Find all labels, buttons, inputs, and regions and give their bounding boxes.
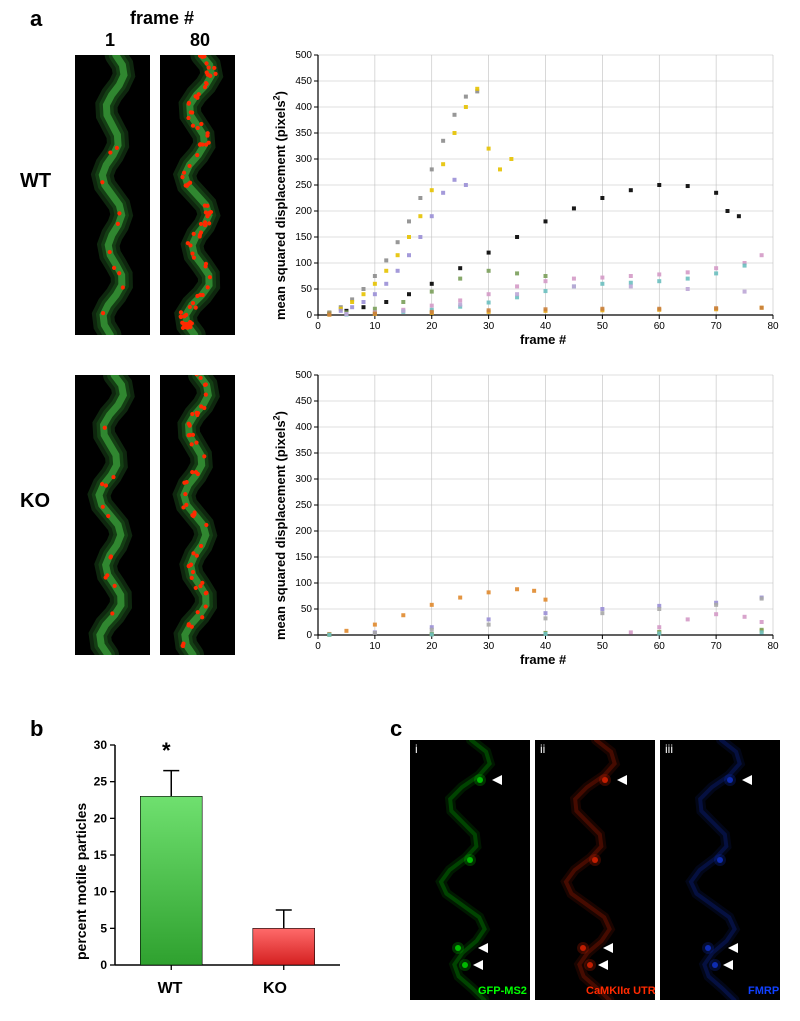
svg-text:10: 10: [94, 885, 108, 899]
svg-text:350: 350: [295, 128, 312, 139]
svg-text:250: 250: [295, 180, 312, 191]
svg-text:350: 350: [295, 448, 312, 459]
svg-text:250: 250: [295, 500, 312, 511]
svg-text:70: 70: [711, 641, 723, 652]
row-wt-label: WT: [20, 170, 51, 193]
ko-ylabel-text: mean squared displacement (pixels2): [273, 411, 288, 640]
svg-text:60: 60: [654, 641, 666, 652]
svg-text:15: 15: [94, 848, 108, 862]
row-ko-label: KO: [20, 490, 50, 513]
svg-text:40: 40: [540, 321, 552, 332]
barplot-ylabel: percent motile particles: [73, 803, 89, 960]
col-1-header: 1: [105, 30, 115, 51]
svg-text:0: 0: [100, 958, 107, 972]
svg-text:150: 150: [295, 552, 312, 563]
ko-frame1-micrograph: [75, 375, 150, 655]
figure-root: a frame # 1 80 WT KO 0102030405060708005…: [0, 0, 800, 1021]
svg-text:0: 0: [315, 321, 321, 332]
panel-a-label: a: [30, 6, 42, 32]
svg-text:0: 0: [306, 630, 312, 641]
svg-text:10: 10: [369, 321, 381, 332]
panel-c-i-caption: GFP-MS2: [478, 985, 527, 997]
svg-text:60: 60: [654, 321, 666, 332]
svg-text:300: 300: [295, 154, 312, 165]
panel-c-ii-caption: CaMKIIα UTR: [586, 985, 656, 997]
significance-star: *: [162, 738, 171, 764]
svg-text:25: 25: [94, 775, 108, 789]
svg-text:450: 450: [295, 76, 312, 87]
svg-text:200: 200: [295, 526, 312, 537]
svg-text:500: 500: [295, 50, 312, 61]
panel-c-i-roman: i: [415, 742, 418, 756]
svg-text:70: 70: [711, 321, 723, 332]
wt-msd-chart: 0 10 20 30 40 50 60 70 80 0 50 100 150 200 250 300 350 40…: [278, 45, 783, 345]
panel-c-ii: [535, 740, 655, 1000]
svg-text:30: 30: [483, 641, 495, 652]
svg-text:30: 30: [483, 321, 495, 332]
svg-text:30: 30: [94, 738, 108, 752]
wt-chart-xlabel: frame #: [520, 332, 566, 347]
svg-text:5: 5: [100, 921, 107, 935]
svg-text:100: 100: [295, 258, 312, 269]
wt-frame80-micrograph: [160, 55, 235, 335]
frame-header: frame #: [130, 8, 194, 29]
svg-text:50: 50: [301, 284, 313, 295]
svg-text:0: 0: [306, 310, 312, 321]
wt-frame1-micrograph: [75, 55, 150, 335]
panel-c-iii-roman: iii: [665, 742, 673, 756]
svg-text:20: 20: [426, 641, 438, 652]
bar-ko-label: KO: [250, 980, 300, 998]
svg-text:400: 400: [295, 102, 312, 113]
wt-chart-ylabel: mean squared displacement (pixels2): [272, 91, 288, 320]
svg-text:450: 450: [295, 396, 312, 407]
ko-frame80-micrograph: [160, 375, 235, 655]
svg-text:50: 50: [597, 321, 609, 332]
svg-text:300: 300: [295, 474, 312, 485]
svg-text:150: 150: [295, 232, 312, 243]
svg-text:20: 20: [94, 811, 108, 825]
svg-text:0: 0: [315, 641, 321, 652]
ko-msd-chart: 0 10 20 30 40 50 60 70 80 0 50 100 150 200 250 300 350 40…: [278, 365, 783, 665]
svg-text:80: 80: [767, 641, 779, 652]
col-80-header: 80: [190, 30, 210, 51]
panel-c-ii-roman: ii: [540, 742, 545, 756]
panel-b-label: b: [30, 716, 43, 742]
svg-text:50: 50: [301, 604, 313, 615]
wt-ylabel-text: mean squared displacement (pixels2): [273, 91, 288, 320]
ko-chart-ylabel: mean squared displacement (pixels2): [272, 411, 288, 640]
bar-wt-label: WT: [145, 980, 195, 998]
svg-text:50: 50: [597, 641, 609, 652]
svg-text:10: 10: [369, 641, 381, 652]
svg-text:80: 80: [767, 321, 779, 332]
panel-c-label: c: [390, 716, 402, 742]
svg-text:40: 40: [540, 641, 552, 652]
panel-c-iii: [660, 740, 780, 1000]
svg-text:100: 100: [295, 578, 312, 589]
ko-chart-xlabel: frame #: [520, 652, 566, 667]
panel-c-iii-caption: FMRP: [748, 985, 779, 997]
svg-text:400: 400: [295, 422, 312, 433]
panel-c-i: [410, 740, 530, 1000]
percent-motile-barplot: 0 5 10 15 20 25 30: [80, 730, 350, 990]
svg-text:20: 20: [426, 321, 438, 332]
svg-text:500: 500: [295, 370, 312, 381]
svg-text:200: 200: [295, 206, 312, 217]
